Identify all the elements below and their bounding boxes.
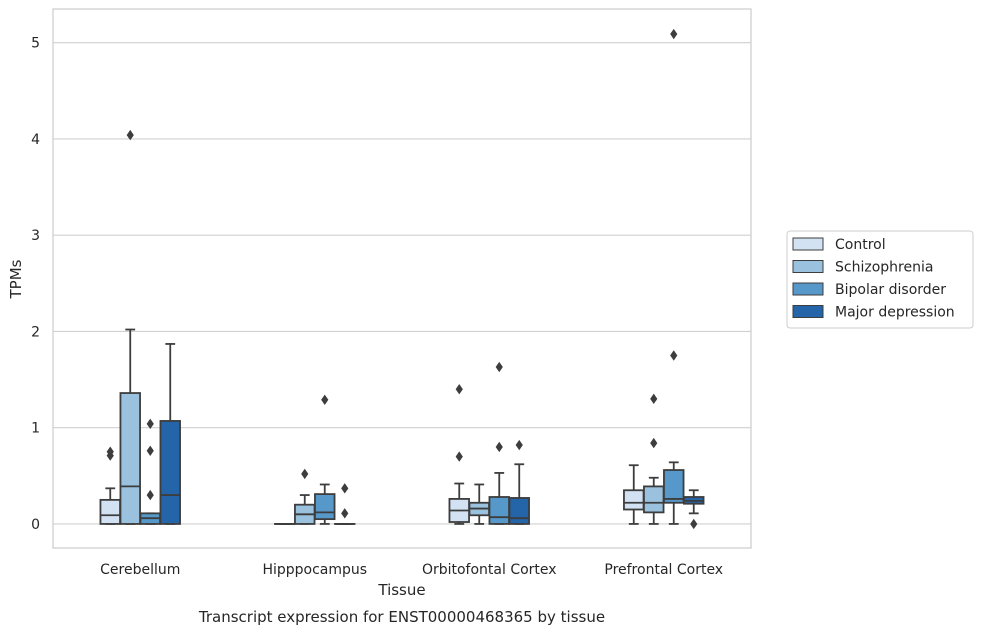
outlier-point — [670, 350, 678, 361]
box-control — [448, 383, 470, 525]
outlier-point — [495, 441, 503, 453]
outlier-point — [495, 361, 503, 373]
outlier-point — [341, 508, 349, 519]
box-major-depression — [159, 343, 181, 525]
y-tick-label: 3 — [31, 228, 40, 244]
box-body — [159, 420, 181, 525]
box-schizophrenia — [119, 129, 141, 525]
plot-frame — [52, 8, 752, 549]
y-tick-label: 0 — [31, 517, 40, 533]
legend-swatch — [792, 260, 824, 273]
box-body — [99, 498, 121, 525]
outlier-point — [146, 489, 154, 501]
legend: Control Schizophrenia Bipolar disorder Majo… — [786, 230, 974, 329]
outlier-point — [126, 129, 134, 141]
outlier-point — [515, 439, 523, 451]
x-tick-label: Hipppocampus — [262, 562, 367, 578]
outlier-point — [146, 445, 154, 456]
outlier-point — [146, 418, 154, 430]
legend-frame — [786, 230, 974, 329]
boxes-layer — [99, 28, 705, 530]
box-body — [508, 497, 530, 525]
box-bipolar-disorder — [663, 28, 685, 525]
outlier-point — [650, 393, 658, 405]
box-schizophrenia — [294, 468, 316, 525]
outlier-point — [301, 468, 309, 480]
y-tick-label: 5 — [31, 36, 40, 52]
box-body — [623, 489, 645, 511]
box-body — [119, 392, 141, 525]
y-tick-label: 2 — [31, 324, 40, 340]
x-tick-labels: Cerebellum Hipppocampus Orbitofontal Corte… — [100, 562, 723, 578]
y-axis-label: TPMs — [7, 259, 25, 299]
chart-caption: Transcript expression for ENST0000046836… — [198, 608, 605, 626]
legend-label: Major depression — [835, 305, 955, 321]
outlier-point — [106, 446, 114, 457]
y-tick-label: 1 — [31, 421, 40, 437]
box-body — [488, 496, 510, 525]
box-control — [623, 464, 645, 525]
box-major-depression — [683, 489, 705, 530]
box-body — [663, 469, 685, 504]
box-schizophrenia — [643, 393, 665, 525]
legend-label: Schizophrenia — [835, 260, 933, 276]
box-bipolar-disorder — [488, 361, 510, 525]
box-bipolar-disorder — [314, 394, 336, 525]
box-control — [99, 446, 121, 525]
legend-label: Control — [835, 237, 886, 253]
box-major-depression — [334, 483, 356, 525]
legend-swatch — [792, 305, 824, 318]
outlier-point — [455, 451, 463, 462]
legend-label: Bipolar disorder — [835, 282, 946, 298]
box-schizophrenia — [468, 483, 490, 525]
y-tick-labels: 0 1 2 3 4 5 — [31, 36, 40, 533]
outlier-point — [670, 28, 678, 40]
outlier-point — [321, 394, 329, 405]
y-tick-label: 4 — [31, 132, 40, 148]
outlier-point — [341, 483, 349, 494]
outlier-point — [690, 518, 698, 530]
x-tick-label: Orbitofontal Cortex — [422, 562, 557, 578]
box-bipolar-disorder — [139, 418, 161, 525]
x-axis-label: Tissue — [377, 581, 425, 599]
box-major-depression — [508, 439, 530, 525]
legend-swatch — [792, 282, 824, 296]
outlier-point — [455, 383, 463, 395]
outlier-point — [650, 437, 658, 449]
x-tick-label: Cerebellum — [100, 562, 180, 578]
x-tick-label: Prefrontal Cortex — [604, 562, 723, 578]
gridlines — [53, 42, 751, 525]
legend-swatch — [792, 237, 824, 251]
box-body — [314, 493, 336, 521]
box-body — [643, 485, 665, 514]
